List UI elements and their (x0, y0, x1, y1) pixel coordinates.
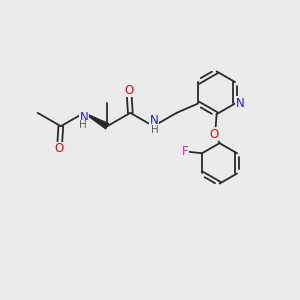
Text: O: O (124, 84, 134, 97)
Text: H: H (79, 120, 87, 130)
Text: O: O (209, 128, 218, 141)
Text: N: N (150, 114, 158, 127)
Text: H: H (151, 125, 159, 135)
Text: N: N (80, 111, 88, 124)
Polygon shape (84, 113, 109, 129)
Text: N: N (236, 97, 245, 110)
Text: O: O (55, 142, 64, 155)
Text: F: F (182, 145, 188, 158)
